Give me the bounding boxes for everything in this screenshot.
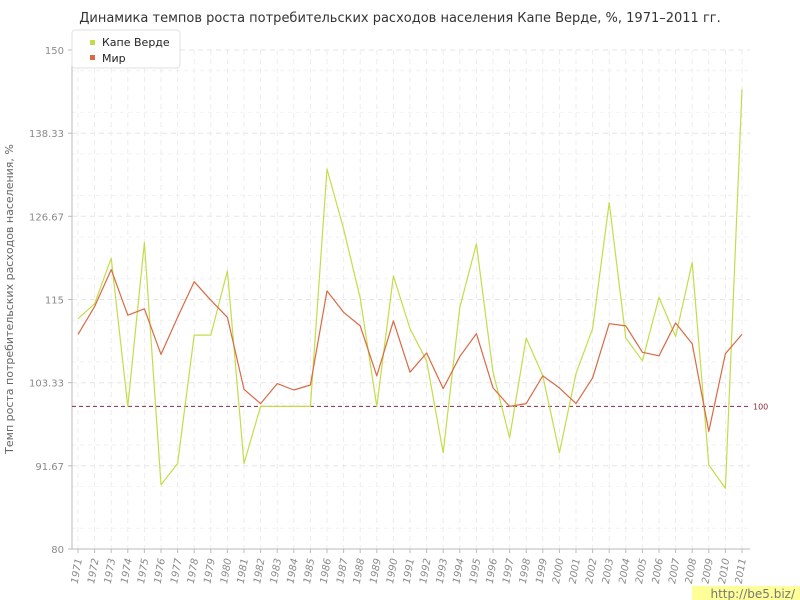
- grid: [72, 49, 750, 550]
- y-tick-label-2: 103.33: [29, 379, 64, 390]
- y-axis-label: Темп роста потребительских расходов насе…: [3, 144, 16, 455]
- legend-label-world: Мир: [102, 52, 126, 65]
- x-tick-label-1984: 1984: [286, 558, 301, 585]
- x-tick-label-1973: 1973: [103, 558, 118, 585]
- x-tick-label-1975: 1975: [136, 558, 151, 585]
- series-line-cabo-verde: [77, 89, 743, 489]
- x-tick-label-1998: 1998: [518, 558, 533, 585]
- x-tick-label-1978: 1978: [186, 558, 201, 585]
- x-tick-label-1994: 1994: [452, 558, 467, 585]
- x-tick-label-1990: 1990: [385, 558, 400, 585]
- y-tick-label-6: 150: [45, 46, 64, 57]
- reference-line-label: 100: [753, 402, 768, 411]
- x-tick-label-1977: 1977: [169, 557, 184, 585]
- watermark-bg: [692, 586, 800, 600]
- y-ticks: 80 91.67 103.33 115 126.67 138.33 150: [29, 46, 72, 556]
- y-tick-label-1: 91.67: [35, 462, 64, 473]
- legend-swatch-cabo-verde: [90, 40, 95, 45]
- x-tick-label-1983: 1983: [269, 558, 284, 585]
- x-tick-label-2005: 2005: [634, 558, 649, 585]
- legend-box: [71, 29, 181, 69]
- x-tick-label-1987: 1987: [335, 557, 350, 585]
- x-tick-label-1991: 1991: [402, 558, 417, 585]
- x-tick-label-2007: 2007: [667, 557, 682, 585]
- x-tick-label-2004: 2004: [618, 558, 633, 585]
- x-tick-label-1976: 1976: [153, 558, 168, 585]
- x-tick-label-1999: 1999: [535, 558, 550, 585]
- x-tick-label-2006: 2006: [651, 558, 666, 585]
- x-tick-label-1974: 1974: [120, 558, 135, 585]
- watermark-text: http://be5.biz/: [710, 587, 795, 600]
- x-tick-label-1997: 1997: [501, 557, 516, 585]
- x-tick-label-2001: 2001: [568, 558, 583, 585]
- x-tick-label-1995: 1995: [468, 558, 483, 585]
- x-tick-label-2010: 2010: [717, 558, 732, 585]
- x-tick-label-2003: 2003: [601, 558, 616, 585]
- x-tick-label-1980: 1980: [219, 558, 234, 585]
- legend-label-cabo-verde: Капе Верде: [102, 36, 170, 49]
- x-tick-label-2008: 2008: [684, 558, 699, 585]
- x-tick-label-1971: 1971: [70, 558, 85, 585]
- series-group: [77, 89, 743, 489]
- series-line-world: [77, 269, 743, 432]
- x-tick-label-1985: 1985: [302, 558, 317, 585]
- x-tick-label-1972: 1972: [86, 558, 101, 585]
- chart-title: Динамика темпов роста потребительских ра…: [79, 11, 721, 26]
- x-tick-label-2002: 2002: [584, 558, 599, 585]
- legend-swatch-world: [90, 55, 95, 60]
- x-tick-label-2000: 2000: [551, 558, 566, 585]
- x-tick-label-2011: 2011: [734, 558, 749, 585]
- legend: Капе Верде Мир: [71, 29, 181, 69]
- x-tick-label-1989: 1989: [369, 558, 384, 585]
- x-tick-label-1988: 1988: [352, 558, 367, 585]
- x-ticks: 1971 1972 1973 1974 1975 1976 1977 1978 1979 1980…: [70, 549, 749, 585]
- x-tick-label-1982: 1982: [252, 558, 267, 585]
- x-tick-label-2009: 2009: [701, 558, 716, 585]
- x-tick-label-1979: 1979: [203, 558, 218, 585]
- x-tick-label-1992: 1992: [418, 558, 433, 585]
- x-tick-label-1981: 1981: [236, 558, 251, 585]
- x-tick-label-1993: 1993: [435, 558, 450, 585]
- y-tick-label-5: 138.33: [29, 129, 64, 140]
- x-tick-label-1996: 1996: [485, 558, 500, 585]
- x-tick-label-1986: 1986: [319, 558, 334, 585]
- y-tick-label-4: 126.67: [29, 212, 64, 223]
- y-tick-label-0: 80: [51, 545, 64, 556]
- y-tick-label-3: 115: [45, 296, 64, 307]
